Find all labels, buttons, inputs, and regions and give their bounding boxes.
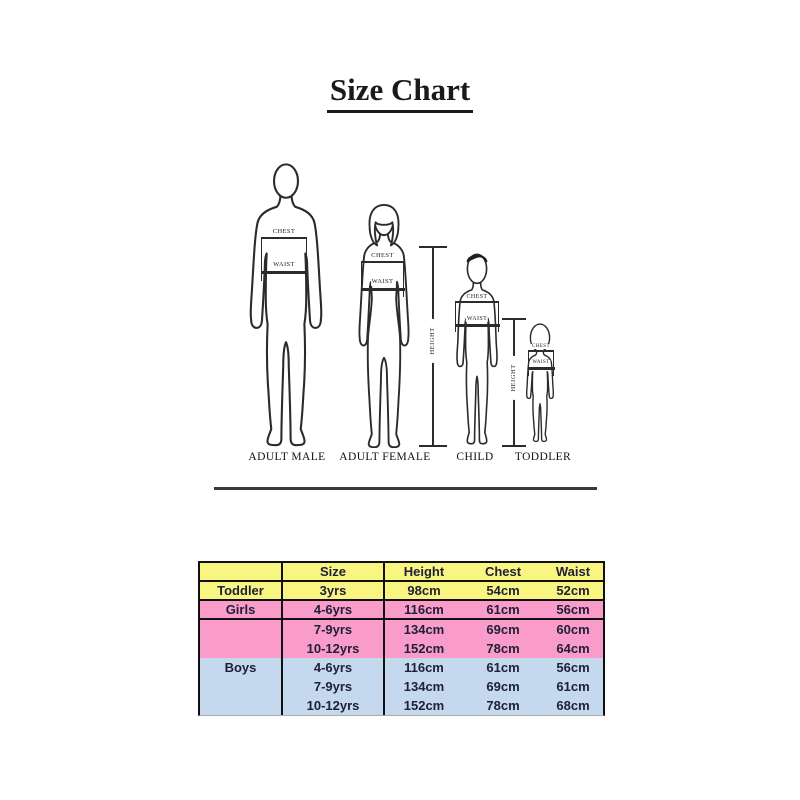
figure-label-adult-female: ADULT FEMALE (339, 451, 431, 463)
table-row-boys-7-9: 7-9yrs 134cm 69cm 61cm (200, 677, 603, 696)
column-header-size: Size (283, 563, 385, 580)
adult-male-body (251, 194, 322, 445)
waist-label: WAIST (370, 278, 395, 286)
child-measure-box: CHEST WAIST (454, 294, 500, 332)
height-cell: 134cm (403, 622, 445, 637)
adult-male-figure (240, 162, 332, 448)
waist-cell: 68cm (556, 698, 590, 713)
figure-label-adult-male: ADULT MALE (248, 451, 326, 463)
row-label-cell (200, 696, 283, 715)
waist-line (527, 367, 555, 370)
child-head (467, 254, 486, 283)
figure-label-toddler: TODDLER (514, 451, 572, 463)
waist-label: WAIST (531, 360, 551, 365)
chest-cell: 78cm (486, 641, 520, 656)
height-cell: 98cm (407, 583, 441, 598)
chest-label: CHEST (531, 344, 551, 349)
chest-cell: 78cm (486, 698, 520, 713)
height-label-1: HEIGHT (429, 318, 437, 363)
height-ruler-1-bottom-cap (419, 445, 447, 447)
figure-label-child: CHILD (456, 451, 494, 463)
chest-label: CHEST (271, 228, 297, 236)
table-row-girls-4-6: Girls 4-6yrs 116cm 61cm 56cm (200, 601, 603, 620)
table-row-boys-4-6: Boys 4-6yrs 116cm 61cm 56cm (200, 658, 603, 677)
size-cell: 10-12yrs (283, 639, 385, 658)
column-header-chest: Chest (484, 564, 522, 579)
toddler-figure (520, 322, 560, 446)
child-hair (467, 256, 486, 262)
adult-female-measure-box: CHEST WAIST (360, 252, 405, 297)
size-cell: 10-12yrs (283, 696, 385, 715)
row-label-cell (200, 639, 283, 658)
table-row-boys-10-12: 10-12yrs 152cm 78cm 68cm (200, 696, 603, 715)
height-ruler-2-bottom-cap (502, 445, 526, 447)
chest-cell: 69cm (486, 679, 520, 694)
size-cell: 7-9yrs (283, 677, 385, 696)
waist-cell: 61cm (556, 679, 590, 694)
page-title-text: Size Chart (326, 72, 474, 113)
size-cell: 7-9yrs (283, 620, 385, 639)
toddler-measure-box: CHEST WAIST (527, 344, 555, 376)
chest-label: CHEST (370, 252, 395, 260)
chest-cell: 61cm (486, 602, 520, 617)
height-cell: 152cm (403, 641, 445, 656)
adult-female-figure (346, 200, 422, 448)
size-cell: 4-6yrs (283, 658, 385, 677)
height-cell: 116cm (404, 660, 444, 675)
separator-line (214, 487, 597, 490)
height-label-2: HEIGHT (510, 355, 518, 400)
table-header-row: Size Height Chest Waist (200, 563, 603, 582)
chest-label: CHEST (465, 294, 489, 300)
adult-male-measure-box: CHEST WAIST (260, 228, 308, 281)
row-label-cell (200, 677, 283, 696)
chest-cell: 69cm (486, 622, 520, 637)
waist-line (454, 324, 500, 327)
height-cell: 134cm (403, 679, 445, 694)
row-label-cell (200, 620, 283, 639)
waist-cell: 64cm (556, 641, 590, 656)
chest-cell: 61cm (486, 660, 520, 675)
adult-female-hair (369, 205, 398, 246)
child-body (457, 282, 497, 444)
column-header-waist: Waist (555, 564, 591, 579)
waist-label: WAIST (272, 261, 296, 269)
waist-label: WAIST (465, 316, 489, 322)
table-row-girls-10-12: 10-12yrs 152cm 78cm 64cm (200, 639, 603, 658)
height-cell: 152cm (403, 698, 445, 713)
waist-cell: 60cm (556, 622, 590, 637)
adult-male-head (274, 164, 298, 197)
column-header-group (200, 563, 283, 580)
page-title: Size Chart (0, 72, 800, 113)
size-cell: 4-6yrs (283, 601, 385, 618)
waist-cell: 52cm (556, 583, 590, 598)
waist-line (360, 288, 405, 291)
table-row-girls-7-9: 7-9yrs 134cm 69cm 60cm (200, 620, 603, 639)
child-figure (447, 249, 507, 447)
waist-cell: 56cm (556, 602, 590, 617)
waist-line (260, 271, 308, 274)
size-cell: 3yrs (283, 582, 385, 599)
row-label-cell: Girls (200, 601, 283, 618)
row-label-cell: Boys (200, 658, 283, 677)
column-header-height: Height (403, 564, 445, 579)
waist-cell: 56cm (556, 660, 590, 675)
table-row-toddler: Toddler 3yrs 98cm 54cm 52cm (200, 582, 603, 601)
toddler-body (527, 350, 554, 441)
chest-cell: 54cm (486, 583, 520, 598)
size-table: Size Height Chest Waist Toddler 3yrs 98c… (198, 561, 605, 716)
height-cell: 116cm (404, 602, 444, 617)
row-label-cell: Toddler (200, 582, 283, 599)
